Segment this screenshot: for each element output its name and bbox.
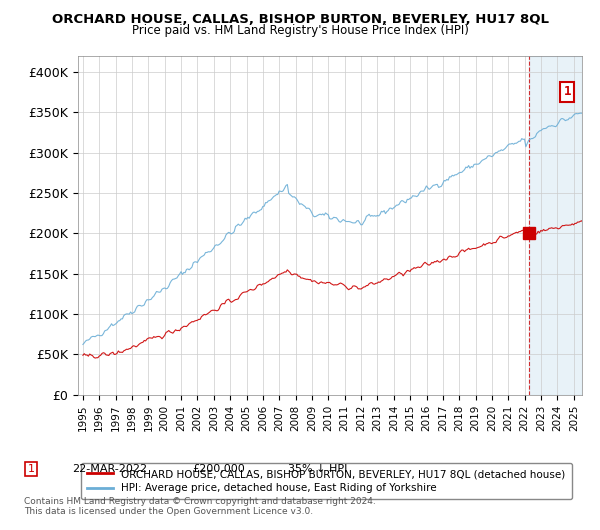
Text: 35% ↓ HPI: 35% ↓ HPI — [288, 464, 347, 474]
Text: 1: 1 — [28, 464, 35, 474]
Bar — [529, 56, 582, 395]
Text: £200,000: £200,000 — [192, 464, 245, 474]
Text: This data is licensed under the Open Government Licence v3.0.: This data is licensed under the Open Gov… — [24, 507, 313, 516]
Text: 22-MAR-2022: 22-MAR-2022 — [72, 464, 147, 474]
Text: Price paid vs. HM Land Registry's House Price Index (HPI): Price paid vs. HM Land Registry's House … — [131, 24, 469, 37]
Legend: ORCHARD HOUSE, CALLAS, BISHOP BURTON, BEVERLEY, HU17 8QL (detached house), HPI: : ORCHARD HOUSE, CALLAS, BISHOP BURTON, BE… — [80, 463, 572, 499]
Text: ORCHARD HOUSE, CALLAS, BISHOP BURTON, BEVERLEY, HU17 8QL: ORCHARD HOUSE, CALLAS, BISHOP BURTON, BE… — [52, 13, 548, 26]
Text: Contains HM Land Registry data © Crown copyright and database right 2024.: Contains HM Land Registry data © Crown c… — [24, 497, 376, 506]
Text: 1: 1 — [563, 85, 571, 99]
